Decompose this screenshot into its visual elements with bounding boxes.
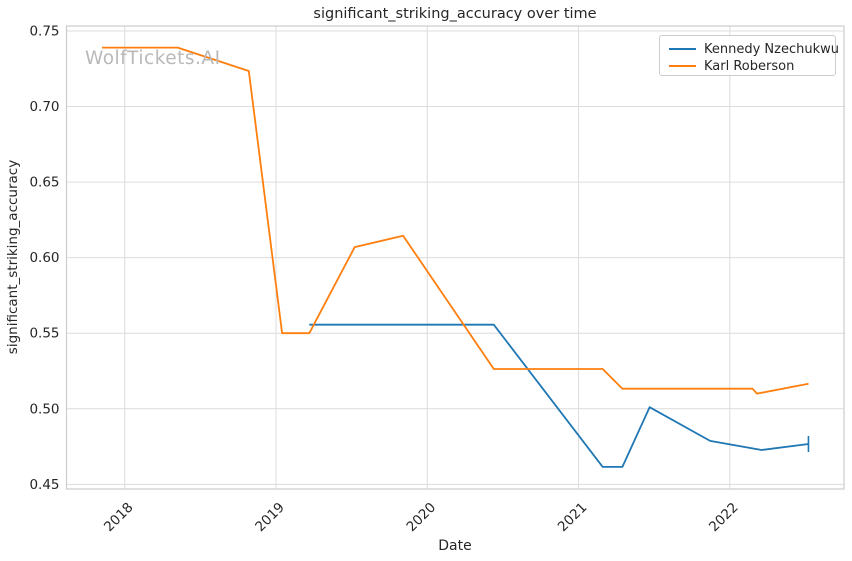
y-tick-label: 0.55 <box>29 326 59 342</box>
chart-title: significant_striking_accuracy over time <box>313 6 596 22</box>
y-axis-label: significant_striking_accuracy <box>5 160 21 354</box>
x-tick-label: 2022 <box>706 500 742 536</box>
y-tick-label: 0.75 <box>29 23 59 39</box>
x-tick-label: 2019 <box>252 500 288 536</box>
watermark: WolfTickets.AI <box>85 48 221 69</box>
legend-item: Karl Roberson <box>669 58 826 74</box>
x-axis-label: Date <box>438 538 471 554</box>
plot-border <box>65 25 845 490</box>
series-line <box>309 323 809 468</box>
legend-item: Kennedy Nzechukwu <box>669 41 839 57</box>
legend-line-swatch <box>669 48 696 50</box>
y-tick-label: 0.60 <box>29 250 59 266</box>
y-tick-label: 0.70 <box>29 99 59 115</box>
legend-line-swatch <box>669 65 696 67</box>
legend: Kennedy Nzechukwu Karl Roberson <box>659 35 839 76</box>
plot-generated-layer: 2018 2019 2020 2021 2022 0.45 0.50 0.55 0.60 0.65… <box>29 23 845 536</box>
x-tick-label: 2020 <box>403 500 439 536</box>
series-line <box>102 46 809 395</box>
legend-item-label: Karl Roberson <box>704 58 795 74</box>
y-tick-label: 0.45 <box>29 477 59 493</box>
x-tick-label: 2021 <box>555 500 591 536</box>
y-tick-label: 0.65 <box>29 175 59 191</box>
legend-item-label: Kennedy Nzechukwu <box>704 41 840 57</box>
x-tick-label: 2018 <box>101 500 137 536</box>
y-tick-label: 0.50 <box>29 401 59 417</box>
